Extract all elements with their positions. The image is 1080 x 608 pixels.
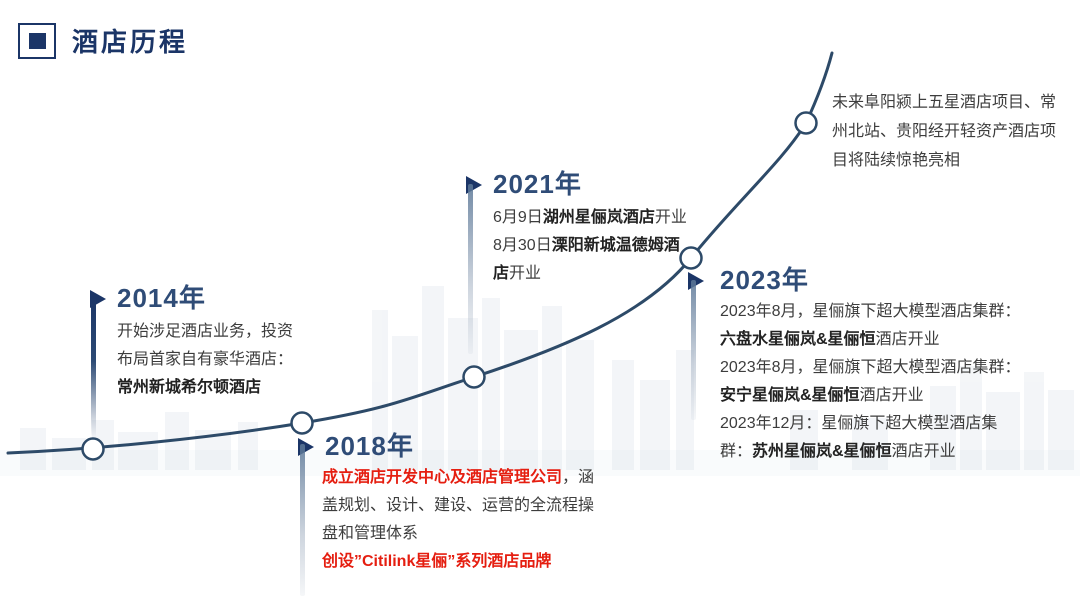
text-segment: 6月9日 [493,209,543,226]
text-segment: 目将陆续惊艳亮相 [832,152,961,169]
curve-node-future [794,111,818,135]
text-line: 店开业 [493,260,687,288]
future-note: 未来阜阳颍上五星酒店项目、常 州北站、贵阳经开轻资产酒店项 目将陆续惊艳亮相 [832,88,1080,175]
text-segment: 州北站、贵阳经开轻资产酒店项 [832,123,1057,140]
milestone-year: 2021年 [493,169,582,199]
future-note-text: 未来阜阳颍上五星酒店项目、常 州北站、贵阳经开轻资产酒店项 目将陆续惊艳亮相 [832,88,1080,175]
text-segment: 常州新城希尔顿酒店 [117,379,262,396]
text-line: 常州新城希尔顿酒店 [117,374,293,402]
text-segment: 开业 [509,265,542,282]
text-segment: 2023年12月：星俪旗下超大模型酒店集 [720,415,998,432]
text-line: 2023年8月，星俪旗下超大模型酒店集群： [720,298,1021,326]
text-line: 六盘水星俪岚&星俪恒酒店开业 [720,326,1021,354]
milestone-year: 2018年 [325,431,414,461]
text-segment: 布局首家自有豪华酒店： [117,351,294,368]
text-segment: 2023年8月，星俪旗下超大模型酒店集群： [720,359,1021,376]
text-line: 目将陆续惊艳亮相 [832,146,1080,175]
title-bullet-icon [18,22,56,59]
text-line: 群：苏州星俪岚&星俪恒酒店开业 [720,438,1021,466]
text-segment: 开始涉足酒店业务，投资 [117,323,294,340]
milestone-text: 2023年8月，星俪旗下超大模型酒店集群： 六盘水星俪岚&星俪恒酒店开业 2023年… [720,298,1021,466]
milestone-text: 开始涉足酒店业务，投资 布局首家自有豪华酒店： 常州新城希尔顿酒店 [117,318,293,402]
text-segment: 酒店开业 [891,443,956,460]
title-bullet-inner-square [28,32,46,49]
text-segment: 苏州星俪岚&星俪恒 [752,443,892,460]
accent-bar [468,184,473,354]
text-segment: 六盘水星俪岚&星俪恒 [720,331,876,348]
curve-path [6,51,834,455]
accent-bar [91,298,96,438]
text-line: 6月9日湖州星俪岚酒店开业 [493,204,687,232]
text-segment: 安宁星俪岚&星俪恒 [720,387,860,404]
text-segment: 未来阜阳颍上五星酒店项目、常 [832,94,1057,111]
text-segment: 酒店开业 [859,387,924,404]
curve-node-mid [462,365,486,389]
text-segment: 群： [720,443,753,460]
text-line: 8月30日溧阳新城温德姆酒 [493,232,687,260]
accent-bar [300,444,305,596]
text-line: 安宁星俪岚&星俪恒酒店开业 [720,382,1021,410]
slide-header: 酒店历程 [18,22,188,59]
accent-bar [691,280,696,420]
text-line: 开始涉足酒店业务，投资 [117,318,293,346]
text-line: 州北站、贵阳经开轻资产酒店项 [832,117,1080,146]
text-line: 成立酒店开发中心及酒店管理公司，涵 [322,464,594,492]
text-line: 盘和管理体系 [322,520,594,548]
text-segment: 湖州星俪岚酒店 [542,209,655,226]
text-segment: 创设”Citilink星俪”系列酒店品牌 [322,553,552,570]
milestone-text: 6月9日湖州星俪岚酒店开业 8月30日溧阳新城温德姆酒 店开业 [493,204,687,288]
text-segment: 酒店开业 [875,331,940,348]
milestone-text: 成立酒店开发中心及酒店管理公司，涵盖规划、设计、建设、运营的全流程操 盘和管理体系… [322,464,594,576]
milestone-year: 2014年 [117,283,206,313]
text-segment: 开业 [654,209,687,226]
curve-node-2023 [679,246,703,270]
page-title: 酒店历程 [72,27,189,57]
text-line: 盖规划、设计、建设、运营的全流程操 [322,492,594,520]
curve-node-2014 [81,437,105,461]
text-segment: 盖规划、设计、建设、运营的全流程操 [322,497,595,514]
text-segment: 店 [493,265,510,282]
text-line: 2023年12月：星俪旗下超大模型酒店集 [720,410,1021,438]
text-segment: 盘和管理体系 [322,525,419,542]
text-line: 2023年8月，星俪旗下超大模型酒店集群： [720,354,1021,382]
text-line: 创设”Citilink星俪”系列酒店品牌 [322,548,594,576]
text-segment: 成立酒店开发中心及酒店管理公司 [322,469,563,486]
text-segment: 2023年8月，星俪旗下超大模型酒店集群： [720,303,1021,320]
text-line: 布局首家自有豪华酒店： [117,346,293,374]
text-segment: ，涵 [562,469,595,486]
text-line: 未来阜阳颍上五星酒店项目、常 [832,88,1080,117]
text-segment: 8月30日 [493,237,552,254]
text-segment: 溧阳新城温德姆酒 [551,237,680,254]
milestone-year: 2023年 [720,265,809,295]
curve-node-2018 [290,411,314,435]
